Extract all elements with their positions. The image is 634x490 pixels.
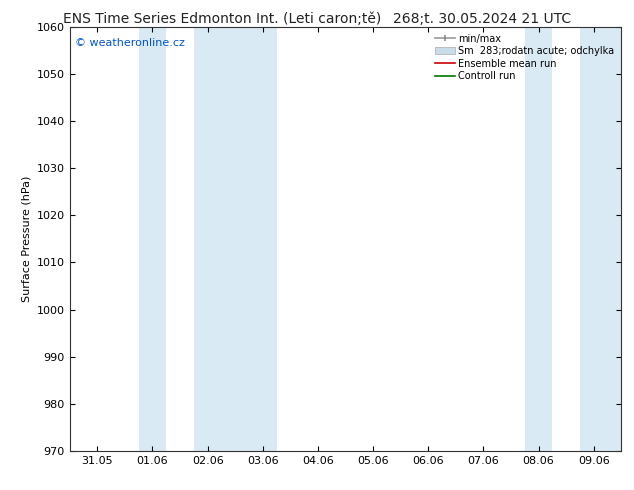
Text: 268;t. 30.05.2024 21 UTC: 268;t. 30.05.2024 21 UTC <box>393 12 571 26</box>
Bar <box>525 27 552 451</box>
Text: ENS Time Series Edmonton Int. (Leti caron;tě): ENS Time Series Edmonton Int. (Leti caro… <box>63 12 381 26</box>
Legend: min/max, Sm  283;rodatn acute; odchylka, Ensemble mean run, Controll run: min/max, Sm 283;rodatn acute; odchylka, … <box>433 32 616 83</box>
Y-axis label: Surface Pressure (hPa): Surface Pressure (hPa) <box>21 176 31 302</box>
Bar <box>580 27 621 451</box>
Bar <box>139 27 166 451</box>
Text: © weatheronline.cz: © weatheronline.cz <box>75 38 185 48</box>
Bar <box>194 27 276 451</box>
